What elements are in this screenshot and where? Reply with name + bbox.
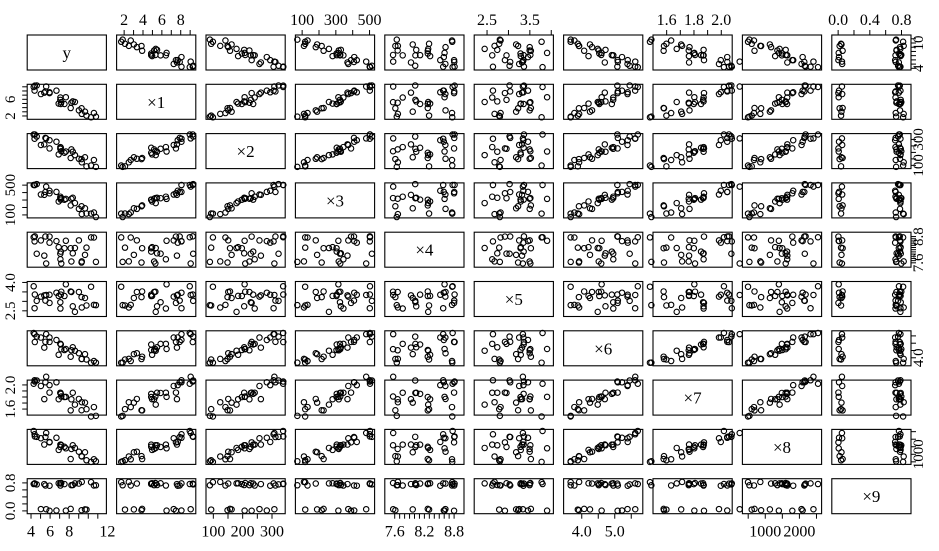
svg-text:6: 6	[3, 95, 19, 103]
svg-text:4.0: 4.0	[911, 348, 927, 367]
svg-text:500: 500	[3, 174, 19, 197]
svg-text:12: 12	[99, 524, 115, 541]
svg-text:×1: ×1	[147, 93, 165, 112]
svg-text:4.0: 4.0	[572, 524, 592, 541]
svg-text:8.2: 8.2	[414, 524, 434, 541]
svg-text:4: 4	[139, 12, 147, 29]
svg-text:8.8: 8.8	[444, 524, 464, 541]
svg-text:100: 100	[911, 154, 927, 177]
svg-text:1.8: 1.8	[684, 12, 704, 29]
svg-text:2000: 2000	[783, 524, 815, 541]
svg-text:1000: 1000	[749, 524, 781, 541]
svg-text:6: 6	[46, 524, 54, 541]
svg-text:7.6: 7.6	[385, 524, 405, 541]
svg-text:100: 100	[290, 12, 314, 29]
svg-text:×8: ×8	[773, 438, 791, 457]
svg-text:300: 300	[911, 128, 927, 151]
svg-text:100: 100	[3, 204, 19, 227]
svg-text:2.0: 2.0	[3, 376, 19, 395]
svg-text:4.0: 4.0	[3, 273, 19, 292]
svg-text:×3: ×3	[326, 191, 344, 210]
svg-text:y: y	[63, 44, 72, 63]
svg-text:0.8: 0.8	[892, 12, 912, 29]
svg-text:0.0: 0.0	[3, 502, 19, 521]
svg-text:×5: ×5	[505, 290, 523, 309]
svg-text:2: 2	[120, 12, 128, 29]
svg-text:5.0: 5.0	[605, 524, 625, 541]
svg-text:1000: 1000	[911, 439, 927, 469]
svg-text:×9: ×9	[862, 487, 880, 506]
svg-text:2.0: 2.0	[711, 12, 731, 29]
svg-text:300: 300	[260, 524, 284, 541]
svg-text:2.5: 2.5	[3, 301, 19, 320]
svg-text:×6: ×6	[594, 339, 612, 358]
svg-text:3.5: 3.5	[520, 12, 540, 29]
svg-text:8: 8	[177, 12, 185, 29]
svg-text:2: 2	[3, 112, 19, 120]
svg-text:10: 10	[911, 36, 927, 51]
svg-text:0.8: 0.8	[3, 474, 19, 493]
svg-text:4: 4	[27, 524, 35, 541]
svg-text:1.6: 1.6	[657, 12, 677, 29]
svg-text:0.4: 0.4	[860, 12, 880, 29]
svg-text:6: 6	[158, 12, 166, 29]
svg-text:8.8: 8.8	[911, 227, 927, 246]
svg-text:8: 8	[65, 524, 73, 541]
svg-text:×7: ×7	[684, 389, 703, 408]
svg-text:7.6: 7.6	[911, 253, 927, 272]
svg-text:0.0: 0.0	[828, 12, 848, 29]
svg-text:×4: ×4	[415, 241, 434, 260]
svg-text:2.5: 2.5	[477, 12, 497, 29]
svg-text:1.6: 1.6	[3, 399, 19, 418]
svg-text:300: 300	[324, 12, 348, 29]
svg-text:4: 4	[911, 64, 927, 72]
svg-text:100: 100	[201, 524, 225, 541]
svg-text:×2: ×2	[237, 142, 255, 161]
svg-text:200: 200	[231, 524, 255, 541]
svg-text:500: 500	[358, 12, 382, 29]
